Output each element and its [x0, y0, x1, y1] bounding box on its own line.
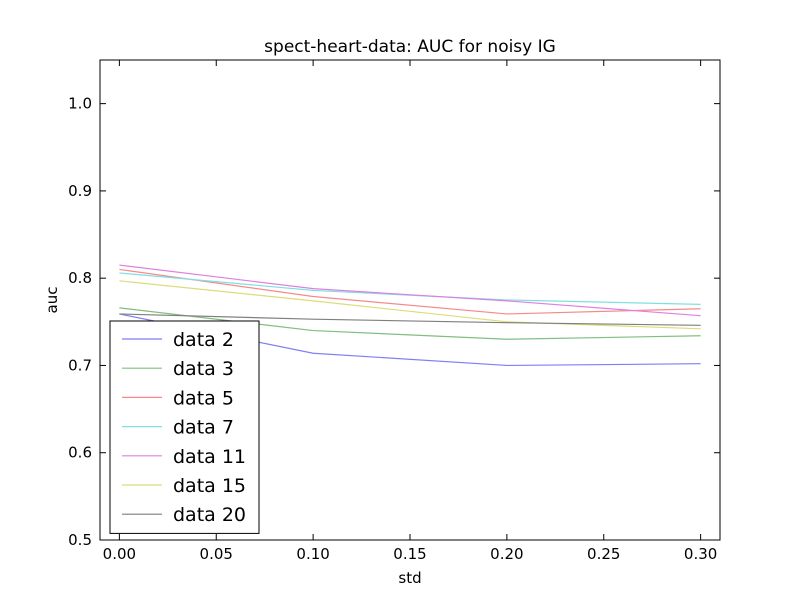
x-tick-label: 0.05 — [200, 545, 233, 563]
legend-label: data 7 — [173, 417, 234, 439]
x-axis-label: std — [398, 569, 421, 587]
x-tick-label: 0.00 — [103, 545, 136, 563]
x-tick-label: 0.25 — [587, 545, 620, 563]
y-tick-label: 0.5 — [68, 531, 92, 549]
legend: data 2 data 3 data 5 data 7 data 11 data 15 da… — [109, 320, 260, 534]
series-line-data-3 — [119, 307, 701, 340]
legend-label: data 3 — [173, 358, 234, 380]
legend-label: data 2 — [173, 329, 234, 351]
series-line-data-20 — [119, 313, 701, 326]
series-line-data-15 — [119, 280, 701, 330]
x-tick-label: 0.20 — [490, 545, 523, 563]
legend-label: data 5 — [173, 387, 234, 409]
y-tick-label: 0.9 — [68, 182, 92, 200]
x-tick-label: 0.30 — [684, 545, 717, 563]
y-tick-label: 0.7 — [68, 356, 92, 374]
chart-title: spect-heart-data: AUC for noisy IG — [264, 37, 556, 57]
y-tick-label: 0.6 — [68, 444, 92, 462]
legend-label: data 11 — [173, 446, 246, 468]
y-axis-label: auc — [43, 287, 61, 314]
y-tick-label: 0.8 — [68, 269, 92, 287]
axis-ticks: 0.00 0.05 0.10 0.15 0.20 0.25 0.30 0.5 0.6 0.7 0.8… — [68, 60, 720, 563]
x-tick-label: 0.10 — [296, 545, 329, 563]
legend-label: data 15 — [173, 475, 246, 497]
legend-label: data 20 — [173, 504, 246, 526]
series-line-data-11 — [119, 264, 701, 317]
x-tick-label: 0.15 — [393, 545, 426, 563]
series-line-data-5 — [119, 268, 701, 315]
y-tick-label: 1.0 — [68, 95, 92, 113]
